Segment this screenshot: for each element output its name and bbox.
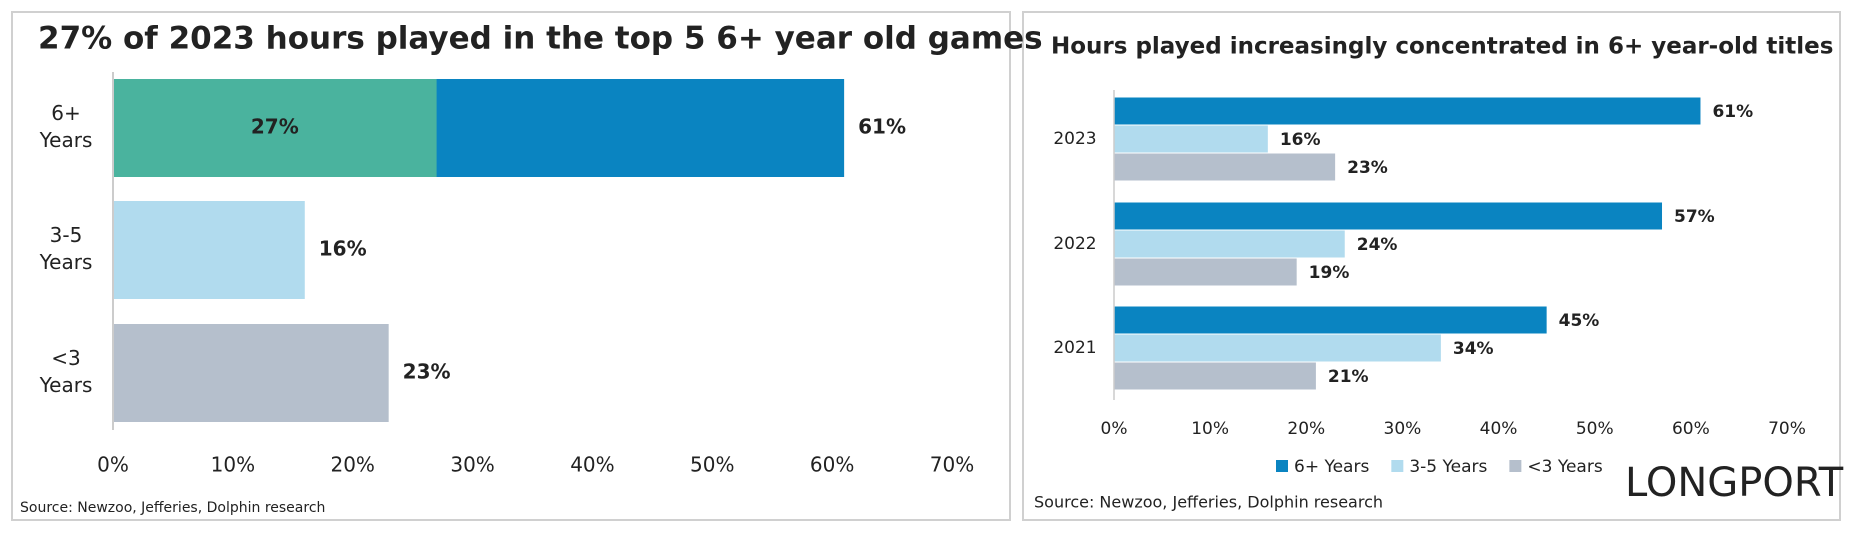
legend-label: 6+ Years bbox=[1294, 457, 1369, 477]
chart-title: Hours played increasingly concentrated i… bbox=[1051, 34, 1833, 60]
value-label: 61% bbox=[858, 115, 906, 139]
x-tick-label: 70% bbox=[1768, 419, 1806, 439]
y-tick-label: Years bbox=[39, 250, 93, 274]
x-tick-label: 20% bbox=[1287, 419, 1325, 439]
y-tick-label: 3-5 bbox=[50, 223, 83, 247]
bar bbox=[113, 324, 389, 422]
value-label: 16% bbox=[319, 237, 367, 261]
value-label: 21% bbox=[1328, 367, 1369, 387]
value-label: 24% bbox=[1357, 235, 1398, 255]
value-label: 34% bbox=[1453, 339, 1494, 359]
overlay-label: 27% bbox=[251, 115, 299, 139]
x-tick-label: 0% bbox=[97, 453, 129, 477]
legend-label: 3-5 Years bbox=[1409, 457, 1487, 477]
bar bbox=[1114, 362, 1316, 390]
overlay-bar bbox=[113, 79, 437, 177]
x-tick-label: 50% bbox=[690, 453, 734, 477]
value-label: 23% bbox=[1347, 158, 1388, 178]
bar bbox=[1114, 202, 1663, 230]
x-tick-label: 20% bbox=[330, 453, 374, 477]
value-label: 57% bbox=[1674, 207, 1715, 227]
bar bbox=[1114, 97, 1701, 125]
source: Source: Newzoo, Jefferies, Dolphin resea… bbox=[20, 500, 325, 516]
value-label: 16% bbox=[1280, 130, 1321, 150]
chart-title: 27% of 2023 hours played in the top 5 6+… bbox=[38, 21, 1043, 57]
bar bbox=[1114, 230, 1345, 258]
x-tick-label: 50% bbox=[1576, 419, 1614, 439]
watermark: LONGPORT bbox=[1625, 460, 1844, 506]
x-tick-label: 10% bbox=[1191, 419, 1229, 439]
bar bbox=[1114, 334, 1441, 362]
x-tick-label: 10% bbox=[211, 453, 255, 477]
legend-label: <3 Years bbox=[1527, 457, 1602, 477]
bar bbox=[1114, 258, 1297, 286]
value-label: 19% bbox=[1309, 263, 1350, 283]
y-tick-label: 2021 bbox=[1053, 338, 1096, 358]
legend-swatch bbox=[1391, 460, 1404, 472]
x-tick-label: 0% bbox=[1101, 419, 1128, 439]
y-tick-label: 6+ bbox=[51, 101, 80, 125]
x-tick-label: 40% bbox=[570, 453, 614, 477]
x-tick-label: 40% bbox=[1480, 419, 1518, 439]
y-tick-label: Years bbox=[39, 128, 93, 152]
y-tick-label: Years bbox=[39, 373, 93, 397]
x-tick-label: 60% bbox=[810, 453, 854, 477]
value-label: 61% bbox=[1712, 102, 1753, 122]
x-tick-label: 30% bbox=[1384, 419, 1422, 439]
y-tick-label: 2023 bbox=[1053, 129, 1096, 149]
value-label: 45% bbox=[1559, 311, 1600, 331]
source: Source: Newzoo, Jefferies, Dolphin resea… bbox=[1034, 493, 1383, 512]
x-tick-label: 30% bbox=[450, 453, 494, 477]
bar bbox=[1114, 125, 1268, 153]
legend-swatch bbox=[1276, 460, 1288, 472]
x-tick-label: 60% bbox=[1672, 419, 1710, 439]
y-tick-label: 2022 bbox=[1053, 234, 1096, 254]
value-label: 23% bbox=[403, 360, 451, 384]
bar bbox=[113, 201, 305, 299]
bar bbox=[1114, 306, 1547, 334]
y-tick-label: <3 bbox=[51, 346, 80, 370]
bar bbox=[1114, 153, 1336, 181]
x-tick-label: 70% bbox=[930, 453, 974, 477]
legend-swatch bbox=[1509, 460, 1522, 472]
